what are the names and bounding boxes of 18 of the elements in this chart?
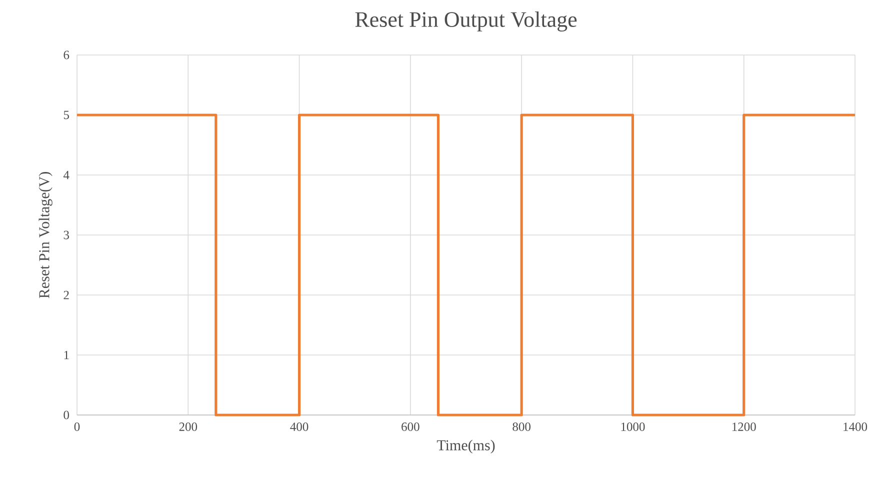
x-tick-label: 800 (512, 422, 530, 431)
y-tick-label: 3 (64, 230, 69, 240)
x-tick-label: 1200 (732, 422, 756, 431)
y-tick-label: 5 (64, 110, 69, 120)
y-axis-title: Reset Pin Voltage(V) (38, 172, 52, 298)
x-tick-label: 1400 (844, 422, 868, 431)
chart-title: Reset Pin Output Voltage (355, 11, 577, 32)
x-tick-label: 400 (290, 422, 308, 431)
x-tick-label: 600 (402, 422, 420, 431)
x-tick-label: 200 (179, 422, 198, 431)
y-tick-label: 1 (64, 350, 69, 360)
x-axis-title: Time(ms) (436, 440, 495, 454)
y-tick-label: 4 (63, 170, 70, 180)
y-tick-label: 2 (64, 290, 69, 300)
x-tick-label: 1000 (621, 422, 645, 431)
y-tick-label: 6 (64, 50, 70, 60)
y-tick-label: 0 (64, 410, 70, 420)
x-tick-label: 0 (74, 422, 80, 431)
